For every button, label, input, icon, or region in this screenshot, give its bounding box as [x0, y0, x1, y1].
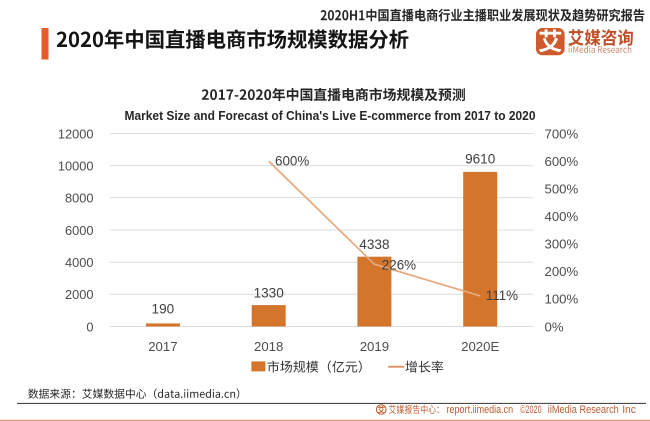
svg-text:300%: 300% — [545, 237, 579, 252]
svg-text:6000: 6000 — [65, 223, 93, 238]
svg-text:190: 190 — [152, 301, 175, 316]
svg-text:Market Size and Forecast of Ch: Market Size and Forecast of China's Live… — [125, 108, 536, 123]
svg-text:©2020: ©2020 — [520, 404, 541, 416]
svg-text:400%: 400% — [545, 209, 579, 224]
svg-text:200%: 200% — [545, 264, 579, 279]
svg-text:iiMedia Research: iiMedia Research — [548, 404, 619, 416]
svg-text:2000: 2000 — [65, 287, 93, 302]
svg-text:9610: 9610 — [465, 151, 496, 166]
svg-text:10000: 10000 — [58, 158, 94, 173]
svg-text:2019: 2019 — [360, 339, 389, 354]
svg-text:2017: 2017 — [148, 339, 177, 354]
svg-text:1330: 1330 — [254, 286, 285, 301]
svg-text:600%: 600% — [275, 154, 309, 169]
svg-text:0%: 0% — [545, 319, 564, 334]
svg-text:2020E: 2020E — [461, 339, 499, 354]
svg-text:100%: 100% — [545, 292, 579, 307]
svg-text:600%: 600% — [545, 154, 579, 169]
svg-text:Inc: Inc — [622, 404, 636, 416]
svg-text:8000: 8000 — [65, 191, 93, 206]
svg-text:4000: 4000 — [65, 255, 93, 270]
svg-text:2018: 2018 — [254, 339, 283, 354]
svg-text:111%: 111% — [486, 288, 518, 303]
svg-text:report.iimedia.cn: report.iimedia.cn — [447, 404, 514, 416]
svg-text:226%: 226% — [382, 258, 416, 273]
svg-text:4338: 4338 — [359, 237, 389, 252]
svg-text:12000: 12000 — [58, 126, 94, 141]
svg-text:0: 0 — [86, 319, 93, 334]
svg-text:700%: 700% — [545, 126, 579, 141]
svg-text:500%: 500% — [545, 181, 579, 196]
